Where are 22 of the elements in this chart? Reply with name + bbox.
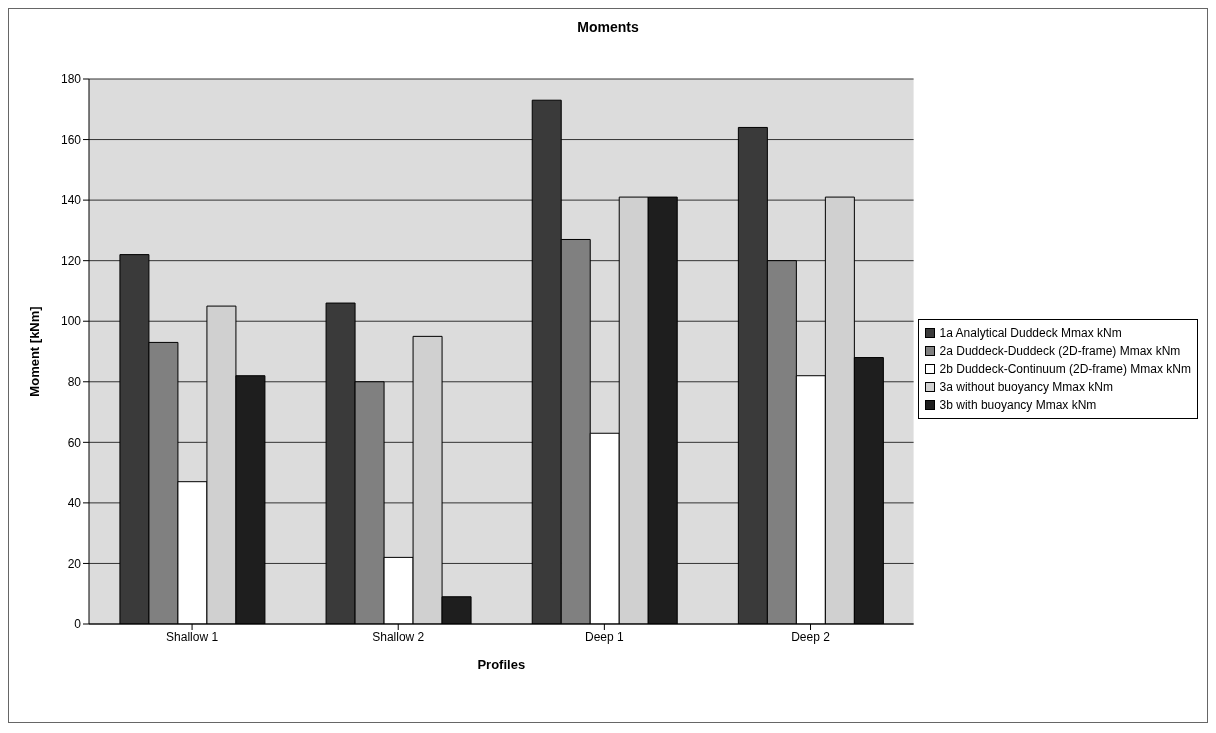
y-tick-label: 80 [67, 375, 82, 390]
y-tick-label: 20 [67, 556, 82, 571]
y-tick-label: 100 [60, 314, 82, 329]
y-tick-label: 140 [60, 193, 82, 208]
y-tick-label: 0 [74, 617, 82, 632]
x-tick-label: Deep 2 [791, 629, 831, 644]
y-tick-label: 120 [60, 253, 82, 268]
chart-title: Moments [576, 18, 640, 37]
legend-label: 3b with buoyancy Mmax kNm [939, 397, 1097, 414]
x-tick-label: Shallow 2 [372, 629, 425, 644]
legend-label: 3a without buoyancy Mmax kNm [939, 379, 1113, 396]
x-tick-label: Deep 1 [585, 629, 625, 644]
y-tick-label: 40 [67, 496, 82, 511]
legend-label: 2a Duddeck-Duddeck (2D-frame) Mmax kNm [939, 343, 1181, 360]
x-tick-label: Shallow 1 [166, 629, 219, 644]
y-axis-title: Moment [kNm] [26, 306, 42, 397]
x-axis-title: Profiles [477, 657, 526, 672]
y-tick-label: 180 [60, 72, 82, 87]
legend-label: 2b Duddeck-Continuum (2D-frame) Mmax kNm [939, 361, 1191, 378]
y-tick-label: 160 [60, 132, 82, 147]
legend-label: 1a Analytical Duddeck Mmax kNm [939, 325, 1122, 342]
y-tick-label: 60 [67, 435, 82, 450]
